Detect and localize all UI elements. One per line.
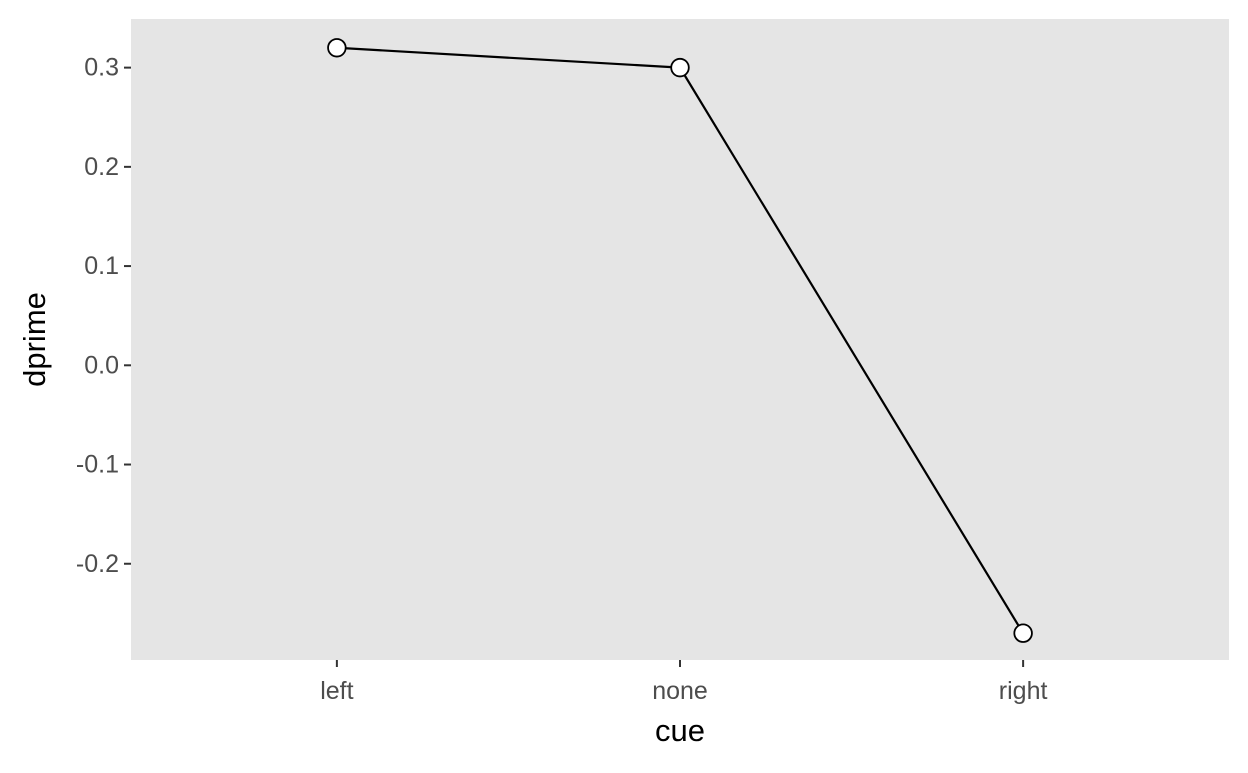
y-tick-label: 0.3 bbox=[84, 54, 119, 82]
x-tick-label: left bbox=[320, 677, 353, 705]
y-axis: -0.2 -0.1 0.0 0.1 0.2 0.3 bbox=[76, 54, 131, 578]
x-axis-title: cue bbox=[655, 713, 705, 748]
y-tick-label: 0.0 bbox=[84, 351, 119, 379]
y-tick-label: -0.1 bbox=[76, 451, 119, 479]
data-point bbox=[327, 38, 347, 58]
x-tick-label: none bbox=[652, 677, 708, 705]
y-tick-label: 0.2 bbox=[84, 153, 119, 181]
x-axis: left none right bbox=[320, 660, 1047, 705]
plot-panel bbox=[131, 19, 1229, 660]
series-dprime bbox=[327, 38, 1033, 643]
data-point bbox=[1013, 623, 1033, 643]
y-axis-title: dprime bbox=[17, 292, 52, 387]
data-point bbox=[670, 57, 690, 78]
y-tick-label: 0.1 bbox=[84, 252, 119, 280]
x-tick-label: right bbox=[999, 677, 1048, 705]
y-tick-label: -0.2 bbox=[76, 550, 119, 578]
